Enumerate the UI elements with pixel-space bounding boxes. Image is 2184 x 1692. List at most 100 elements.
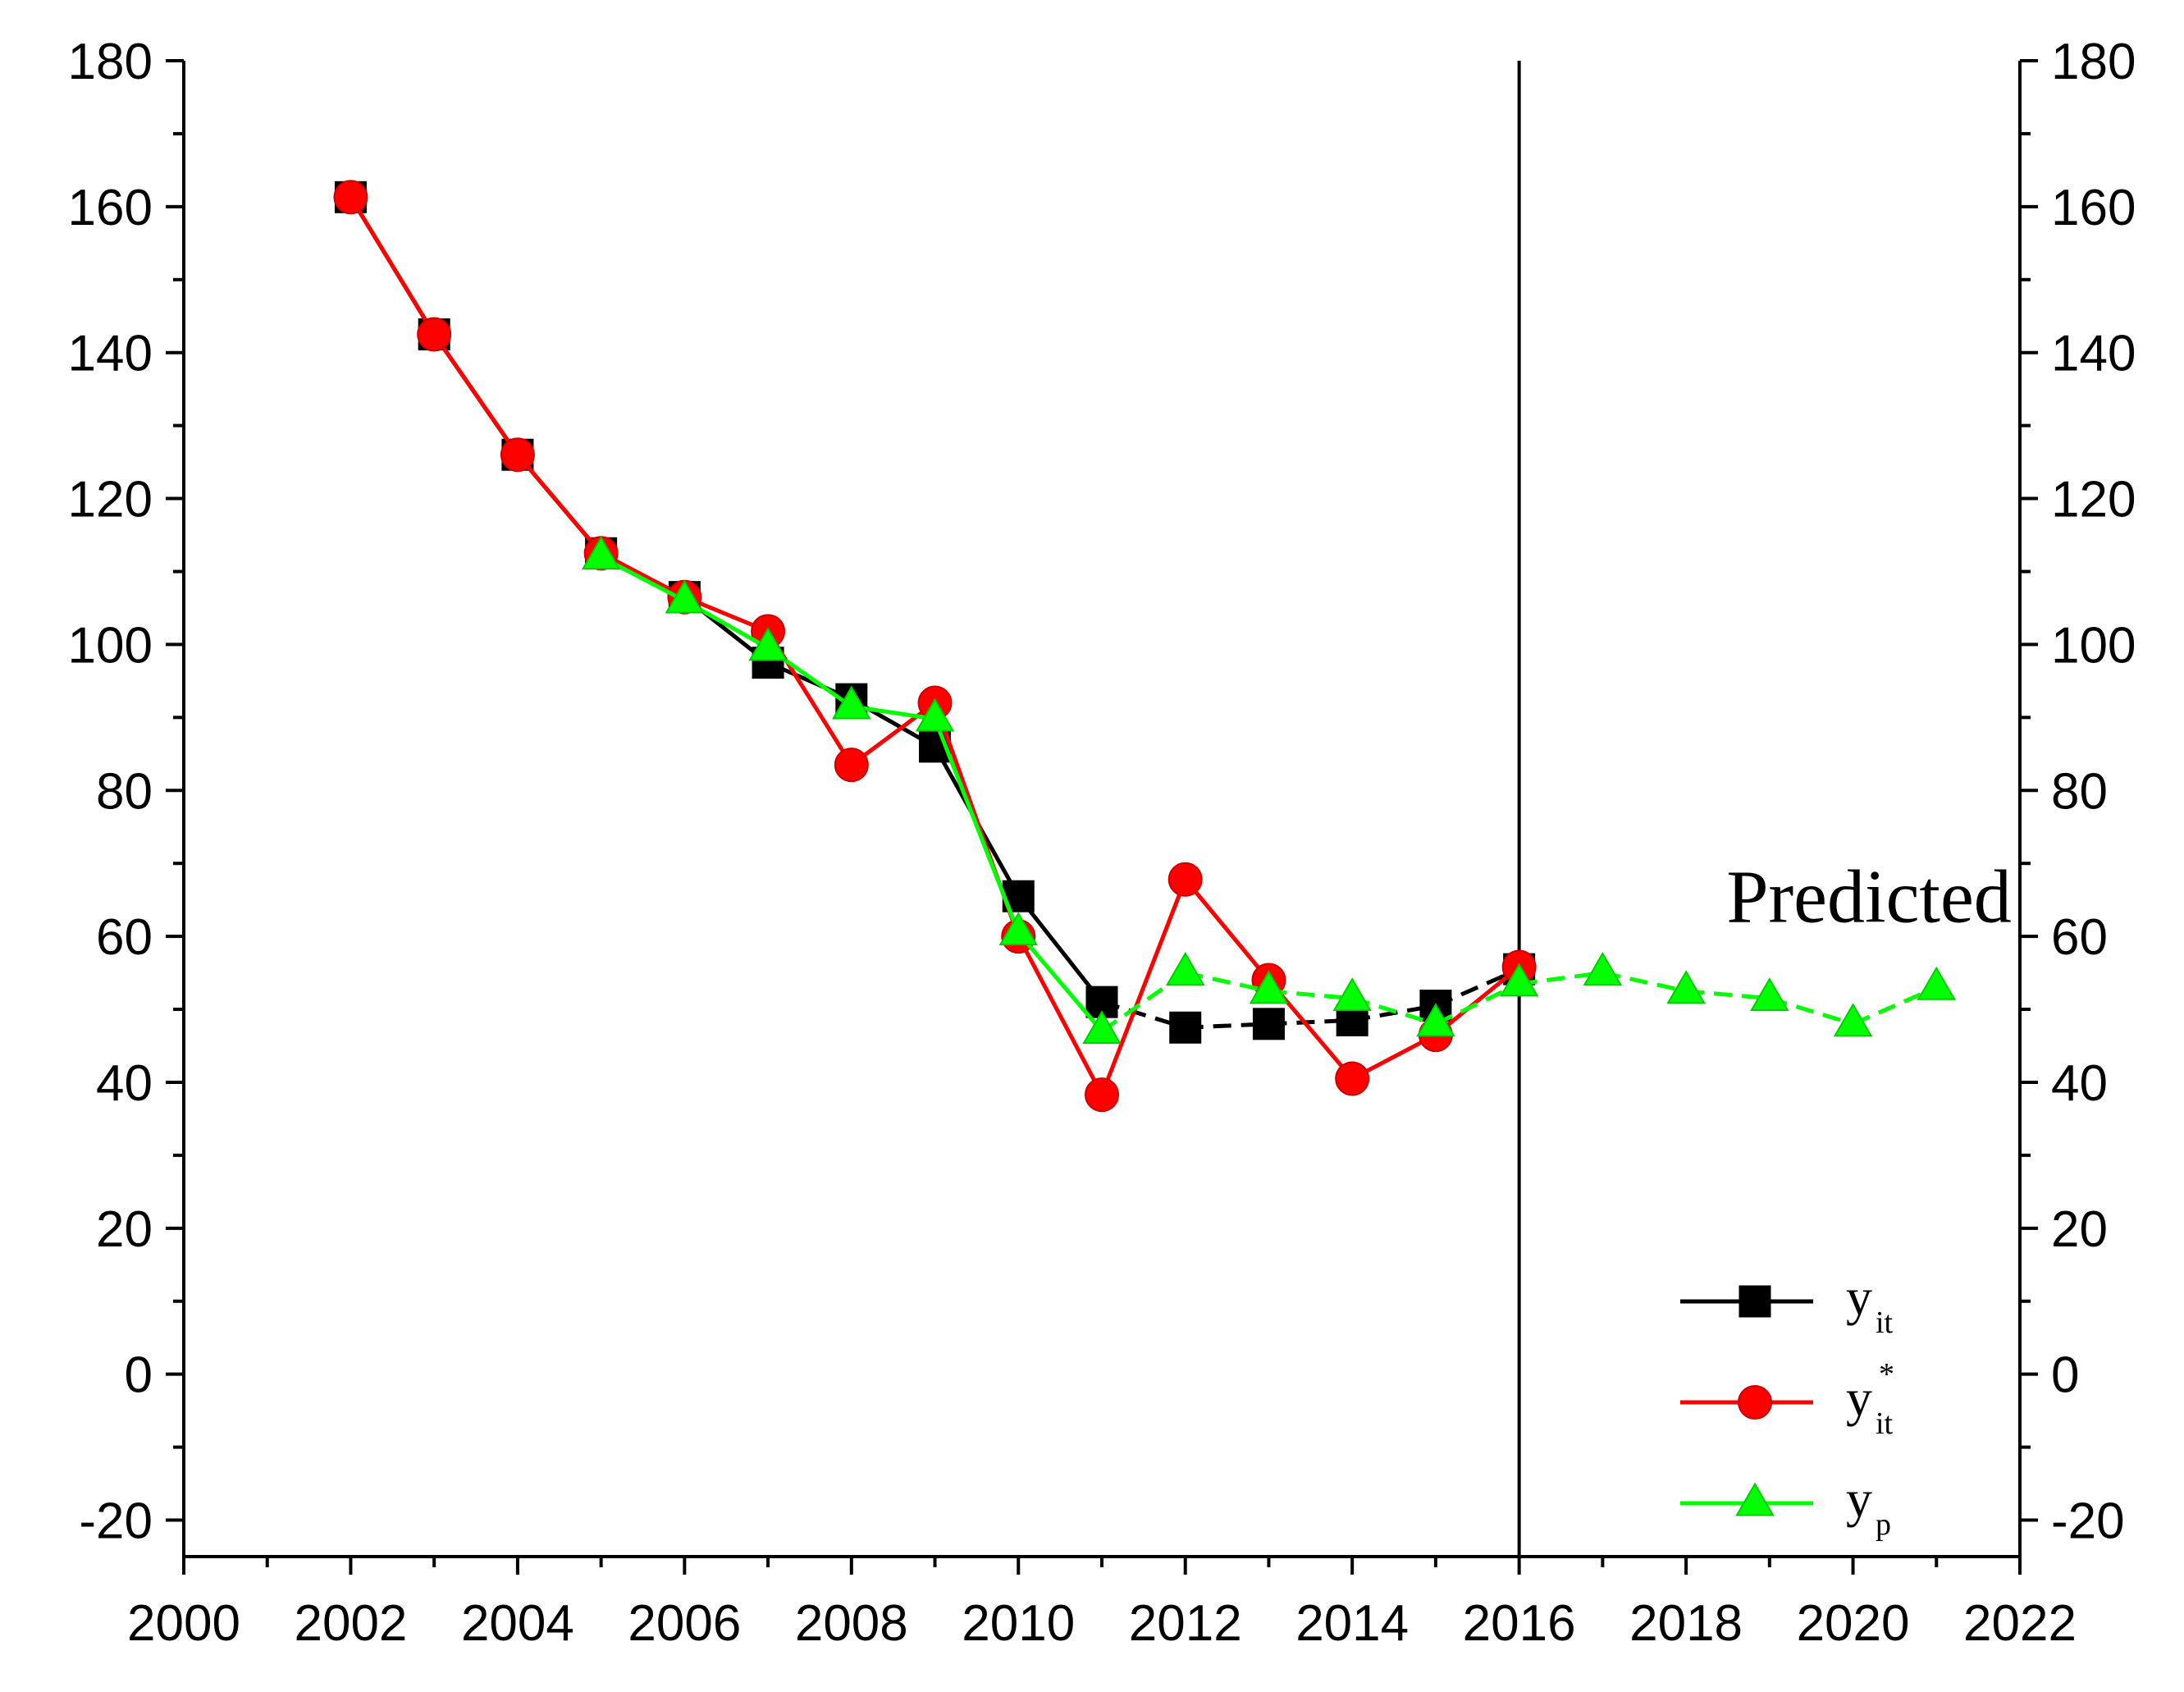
data-point-triangle bbox=[748, 627, 788, 661]
data-point-triangle bbox=[1583, 952, 1623, 986]
left-y-tick-label: 40 bbox=[96, 1055, 153, 1112]
series-segment bbox=[1434, 965, 1521, 1037]
data-point-triangle bbox=[1750, 977, 1789, 1012]
legend-subscript: it bbox=[1876, 1306, 1894, 1340]
series-segment bbox=[1434, 981, 1520, 1027]
series-square bbox=[334, 181, 1536, 1044]
legend-marker bbox=[1735, 1482, 1775, 1516]
series-segment bbox=[432, 333, 519, 456]
data-point-circle bbox=[500, 437, 535, 473]
legend-entry: y it * bbox=[1680, 1357, 1894, 1441]
data-series bbox=[333, 180, 1957, 1113]
x-tick-label: 2004 bbox=[461, 1595, 574, 1652]
data-point-triangle bbox=[1833, 1003, 1873, 1037]
x-tick-label: 2012 bbox=[1129, 1595, 1242, 1652]
right-y-tick-label: 100 bbox=[2051, 617, 2136, 674]
left-y-tick-label: -20 bbox=[79, 1493, 153, 1550]
data-point-triangle bbox=[1165, 952, 1205, 986]
data-point-circle bbox=[1085, 1077, 1119, 1113]
data-point-square bbox=[919, 730, 952, 763]
series-segment bbox=[933, 718, 1021, 934]
left-y-tick-label: 0 bbox=[125, 1347, 153, 1404]
left-y-tick-label: 140 bbox=[68, 326, 153, 382]
right-y-tick-label: 20 bbox=[2051, 1201, 2108, 1258]
series-segment bbox=[1185, 971, 1269, 994]
data-point-triangle bbox=[1666, 970, 1706, 1004]
data-point-circle bbox=[417, 317, 452, 352]
data-point-square bbox=[1252, 1008, 1285, 1040]
data-point-triangle bbox=[1332, 977, 1372, 1012]
series-segment bbox=[1017, 935, 1104, 1096]
series-segment bbox=[1183, 878, 1271, 982]
data-point-circle bbox=[333, 180, 368, 215]
series-segment bbox=[1601, 971, 1687, 994]
legend-label: y bbox=[1846, 1268, 1872, 1326]
x-tick-label: 2010 bbox=[962, 1595, 1075, 1652]
series-segment bbox=[349, 195, 436, 336]
legend: y ity it*y p bbox=[1680, 1268, 1894, 1542]
data-point-square bbox=[1169, 1011, 1202, 1044]
series-triangle bbox=[581, 536, 1957, 1045]
right-y-tick-label: 160 bbox=[2051, 180, 2136, 236]
data-point-triangle bbox=[915, 697, 955, 732]
series-segment bbox=[1017, 931, 1103, 1033]
data-point-triangle bbox=[1249, 970, 1289, 1004]
legend-marker bbox=[1738, 1385, 1772, 1420]
data-point-triangle bbox=[581, 536, 621, 570]
legend-superscript: * bbox=[1879, 1357, 1894, 1392]
data-point-circle bbox=[1335, 1061, 1370, 1096]
right-y-tick-label: 120 bbox=[2051, 472, 2136, 528]
x-tick-label: 2008 bbox=[795, 1595, 908, 1652]
series-segment bbox=[1852, 985, 1938, 1027]
legend-label: y bbox=[1846, 1470, 1872, 1528]
left-y-tick-label: 100 bbox=[68, 617, 153, 674]
series-segment bbox=[1099, 878, 1188, 1095]
data-point-triangle bbox=[1499, 963, 1539, 997]
series-segment bbox=[850, 701, 937, 767]
data-point-triangle bbox=[998, 912, 1039, 946]
right-y-tick-label: 40 bbox=[2051, 1055, 2108, 1112]
series-segment bbox=[1685, 989, 1771, 1001]
data-point-triangle bbox=[1917, 966, 1957, 1000]
legend-subscript: it bbox=[1876, 1406, 1894, 1441]
series-segment bbox=[1519, 971, 1603, 986]
right-y-tick-label: 180 bbox=[2051, 34, 2136, 90]
legend-subscript: p bbox=[1876, 1507, 1891, 1542]
predicted-annotation: Predicted bbox=[1726, 854, 2011, 938]
data-point-triangle bbox=[1082, 1010, 1122, 1045]
right-y-tick-label: -20 bbox=[2051, 1493, 2125, 1550]
x-tick-label: 2016 bbox=[1463, 1595, 1576, 1652]
legend-marker bbox=[1739, 1285, 1771, 1318]
data-point-circle bbox=[834, 748, 869, 783]
axis-ticks bbox=[166, 59, 2038, 1575]
legend-label: y bbox=[1846, 1369, 1872, 1427]
series-segment bbox=[516, 453, 603, 555]
data-point-circle bbox=[1167, 862, 1203, 897]
left-y-tick-label: 60 bbox=[96, 909, 153, 966]
data-point-triangle bbox=[665, 579, 705, 614]
left-y-tick-label: 160 bbox=[68, 180, 153, 236]
left-y-tick-label: 120 bbox=[68, 472, 153, 528]
x-tick-label: 2014 bbox=[1295, 1595, 1409, 1652]
series-circle bbox=[333, 180, 1537, 1113]
right-y-tick-label: 140 bbox=[2051, 326, 2136, 382]
plot-frame bbox=[182, 61, 2022, 1558]
left-y-tick-label: 180 bbox=[68, 34, 153, 90]
right-y-tick-label: 0 bbox=[2051, 1347, 2079, 1404]
x-tick-label: 2022 bbox=[1963, 1595, 2077, 1652]
right-y-tick-label: 60 bbox=[2051, 909, 2108, 966]
annotations: Predicted bbox=[1726, 854, 2011, 938]
x-tick-label: 2018 bbox=[1629, 1595, 1743, 1652]
x-tick-label: 2006 bbox=[628, 1595, 741, 1652]
left-y-tick-label: 20 bbox=[96, 1201, 153, 1258]
right-y-tick-label: 80 bbox=[2051, 763, 2108, 820]
series-segment bbox=[1268, 989, 1353, 1001]
data-point-triangle bbox=[1416, 1003, 1455, 1037]
x-tick-label: 2020 bbox=[1797, 1595, 1910, 1652]
legend-entry: y it bbox=[1680, 1268, 1894, 1340]
data-point-triangle bbox=[832, 685, 871, 720]
